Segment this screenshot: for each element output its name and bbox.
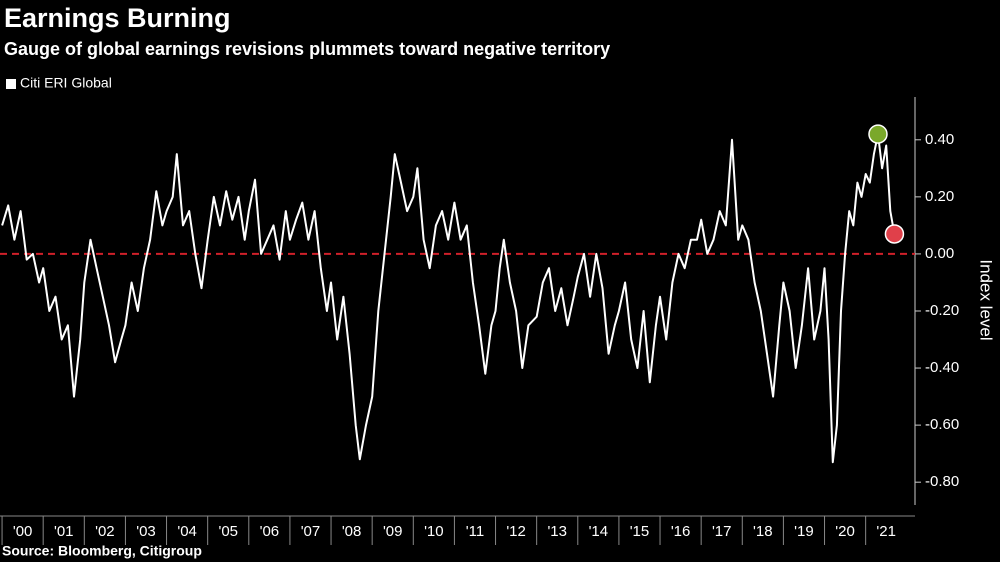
x-tick-label: '05 [218, 523, 238, 540]
x-tick-label: '13 [547, 523, 567, 540]
x-tick-label: '04 [177, 523, 197, 540]
x-tick-label: '20 [835, 523, 855, 540]
x-tick-label: '12 [506, 523, 526, 540]
y-tick-label: -0.20 [925, 302, 959, 319]
y-tick-label: -0.40 [925, 359, 959, 376]
y-tick-label: 0.40 [925, 131, 954, 148]
chart-title: Earnings Burning [4, 3, 231, 33]
x-tick-label: '09 [383, 523, 403, 540]
x-tick-label: '01 [54, 523, 74, 540]
x-tick-label: '02 [95, 523, 115, 540]
x-tick-label: '10 [424, 523, 444, 540]
chart-subtitle: Gauge of global earnings revisions plumm… [4, 39, 610, 59]
y-tick-label: -0.60 [925, 416, 959, 433]
x-tick-label: '17 [712, 523, 732, 540]
y-tick-label: 0.20 [925, 188, 954, 205]
x-tick-label: '03 [136, 523, 156, 540]
x-tick-label: '19 [794, 523, 814, 540]
x-tick-label: '14 [589, 523, 609, 540]
x-tick-label: '08 [342, 523, 362, 540]
last-marker [884, 224, 905, 244]
y-tick-label: 0.00 [925, 245, 954, 262]
series-line [1, 133, 896, 464]
x-tick-label: '16 [671, 523, 691, 540]
x-tick-label: '07 [301, 523, 321, 540]
y-tick-label: -0.80 [925, 473, 959, 490]
x-tick-label: '06 [260, 523, 280, 540]
x-tick-label: '18 [753, 523, 773, 540]
x-tick-label: '11 [466, 523, 484, 540]
legend-label: Citi ERI Global [20, 75, 112, 91]
peak-marker [868, 124, 888, 144]
x-tick-label: '21 [876, 523, 896, 540]
x-tick-label: '00 [13, 523, 33, 540]
legend-swatch [6, 79, 16, 89]
source: Source: Bloomberg, Citigroup [2, 543, 202, 559]
x-tick-label: '15 [630, 523, 650, 540]
y-axis-label: Index level [977, 259, 996, 340]
